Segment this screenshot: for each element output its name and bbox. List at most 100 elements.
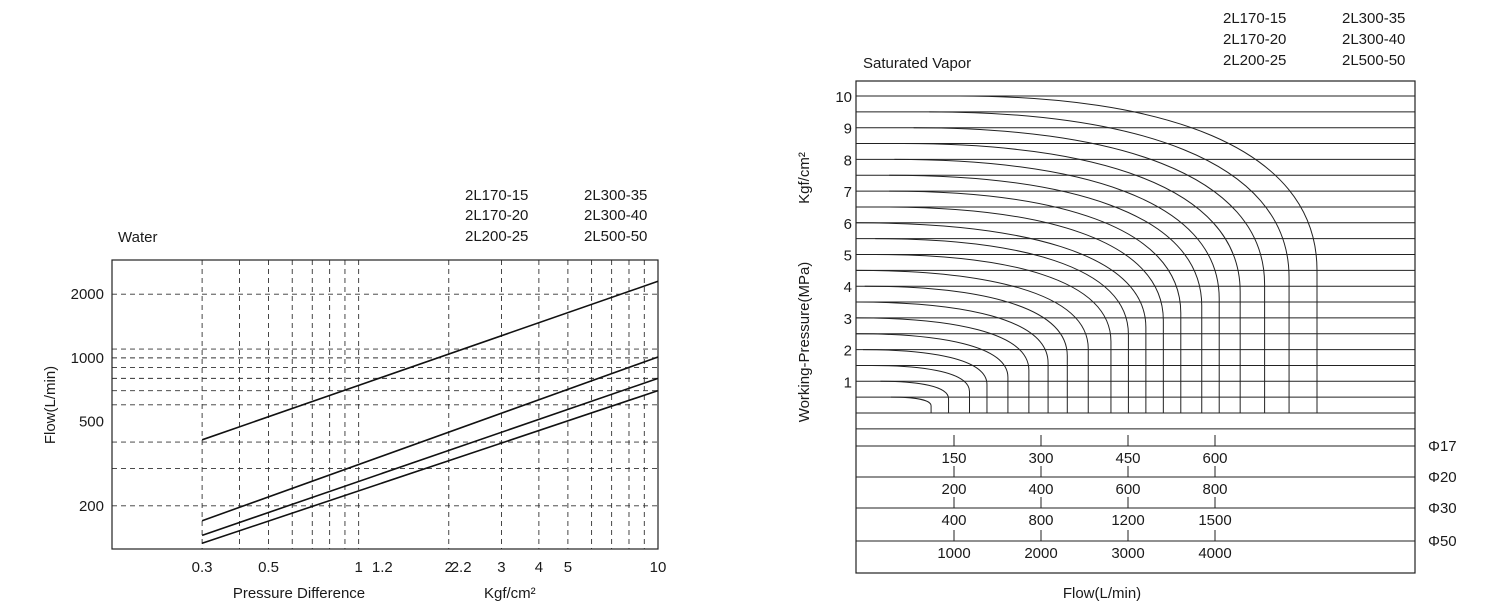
model-label: 2L500-50 [584, 228, 647, 245]
water-x-tick: 1 [354, 559, 362, 576]
water-model-labels: 2L170-15 2L170-20 2L200-25 2L300-35 2L30… [465, 187, 647, 245]
vapor-title: Saturated Vapor [863, 55, 971, 72]
model-label: 2L200-25 [1223, 52, 1286, 69]
vapor-scale-value: 3000 [1111, 545, 1144, 562]
vapor-scale-value: 800 [1028, 512, 1053, 529]
water-series-line [201, 389, 659, 545]
water-series-line [201, 356, 659, 522]
vapor-scale-value: 4000 [1198, 545, 1231, 562]
vapor-y-unit-label: Kgf/cm² [796, 152, 813, 204]
vapor-model-labels: 2L170-15 2L170-20 2L200-25 2L300-35 2L30… [1223, 10, 1405, 69]
vapor-y-tick: 4 [844, 279, 852, 296]
water-grid [111, 260, 658, 549]
vapor-y-tick: 2 [844, 343, 852, 360]
vapor-pipe-label: Φ30 [1428, 500, 1457, 517]
vapor-curve [880, 380, 950, 413]
vapor-scale-value: 200 [941, 481, 966, 498]
water-x-tick: 5 [564, 559, 572, 576]
vapor-curves [855, 95, 1318, 413]
water-y-tick: 2000 [71, 286, 104, 303]
vapor-scale-value: 150 [941, 450, 966, 467]
water-x-tick: 4 [535, 559, 543, 576]
vapor-y-tick: 3 [844, 311, 852, 328]
vapor-curve [889, 190, 1182, 413]
water-x-tick: 0.5 [258, 559, 279, 576]
water-series-group [201, 280, 659, 545]
water-y-tick-labels: 200 500 1000 2000 [71, 286, 104, 515]
vapor-curve [890, 396, 932, 413]
vapor-curve [903, 143, 1241, 413]
vapor-chart: Saturated Vapor 2L170-15 2L170-20 2L200-… [796, 10, 1457, 602]
vapor-y-axis-label: Working-Pressure(MPa) [796, 262, 813, 423]
vapor-curve [862, 349, 988, 413]
vapor-y-tick: 8 [844, 152, 852, 169]
vapor-scale-value: 2000 [1024, 545, 1057, 562]
vapor-curve [855, 269, 1089, 413]
vapor-curve [882, 206, 1164, 413]
vapor-curve [871, 364, 971, 413]
water-x-tick: 2 [445, 559, 453, 576]
vapor-y-tick: 5 [844, 248, 852, 265]
vapor-y-tick: 9 [844, 121, 852, 138]
water-y-tick: 200 [79, 498, 104, 515]
model-label: 2L170-20 [465, 207, 528, 224]
water-y-axis-label: Flow(L/min) [42, 366, 59, 444]
vapor-curve [875, 254, 1112, 413]
vapor-flow-scales: 150 300 450 600 Φ17 200 400 600 800 Φ20 400 800 1200… [856, 435, 1457, 562]
water-y-tick: 1000 [71, 350, 104, 367]
vapor-y-tick-labels: 1 2 3 4 5 6 7 8 9 10 [835, 89, 852, 391]
water-x-axis-label: Pressure Difference [233, 585, 365, 602]
model-label: 2L300-40 [584, 207, 647, 224]
water-x-tick: 0.3 [192, 559, 213, 576]
vapor-pipe-label: Φ17 [1428, 438, 1457, 455]
vapor-scale-value: 400 [1028, 481, 1053, 498]
vapor-plot-frame [855, 80, 1416, 574]
water-x-tick: 1.2 [372, 559, 393, 576]
water-series-line [201, 377, 659, 537]
water-x-tick: 2.2 [451, 559, 472, 576]
vapor-scale-value: 1200 [1111, 512, 1144, 529]
vapor-scale-value: 400 [941, 512, 966, 529]
model-label: 2L170-20 [1223, 31, 1286, 48]
vapor-curve [855, 222, 1147, 413]
vapor-curve [889, 174, 1203, 413]
vapor-x-axis-label: Flow(L/min) [1063, 585, 1141, 602]
vapor-curve [913, 127, 1266, 413]
vapor-y-tick: 7 [844, 184, 852, 201]
vapor-y-tick: 6 [844, 216, 852, 233]
vapor-scale-value: 600 [1115, 481, 1140, 498]
model-label: 2L300-35 [584, 187, 647, 204]
vapor-curve [875, 238, 1129, 413]
water-y-tick: 500 [79, 414, 104, 431]
vapor-scale-value: 600 [1202, 450, 1227, 467]
water-x-axis-unit: Kgf/cm² [484, 585, 536, 602]
water-x-tick: 3 [497, 559, 505, 576]
model-label: 2L300-40 [1342, 31, 1405, 48]
model-label: 2L170-15 [465, 187, 528, 204]
water-plot-frame [111, 259, 659, 550]
vapor-pipe-label: Φ50 [1428, 533, 1457, 550]
water-x-tick-labels: 0.3 0.5 1 1.2 22.2 3 4 5 10 [192, 559, 667, 576]
vapor-scale-value: 450 [1115, 450, 1140, 467]
vapor-scale-value: 1500 [1198, 512, 1231, 529]
vapor-y-tick: 1 [844, 374, 852, 391]
vapor-curve [855, 333, 1009, 413]
vapor-curve [959, 95, 1318, 413]
water-x-tick: 10 [650, 559, 667, 576]
water-series-line [201, 280, 659, 441]
vapor-scale-value: 800 [1202, 481, 1227, 498]
water-chart: Water 2L170-15 2L170-20 2L200-25 2L300-3… [42, 187, 666, 602]
vapor-scale-value: 300 [1028, 450, 1053, 467]
vapor-curve [894, 158, 1220, 413]
model-label: 2L300-35 [1342, 10, 1405, 27]
vapor-curve [929, 111, 1290, 413]
model-label: 2L500-50 [1342, 52, 1405, 69]
water-title: Water [118, 229, 157, 246]
vapor-curve [864, 285, 1068, 413]
vapor-pipe-label: Φ20 [1428, 469, 1457, 486]
vapor-scale-value: 1000 [937, 545, 970, 562]
model-label: 2L170-15 [1223, 10, 1286, 27]
vapor-y-tick: 10 [835, 89, 852, 106]
model-label: 2L200-25 [465, 228, 528, 245]
